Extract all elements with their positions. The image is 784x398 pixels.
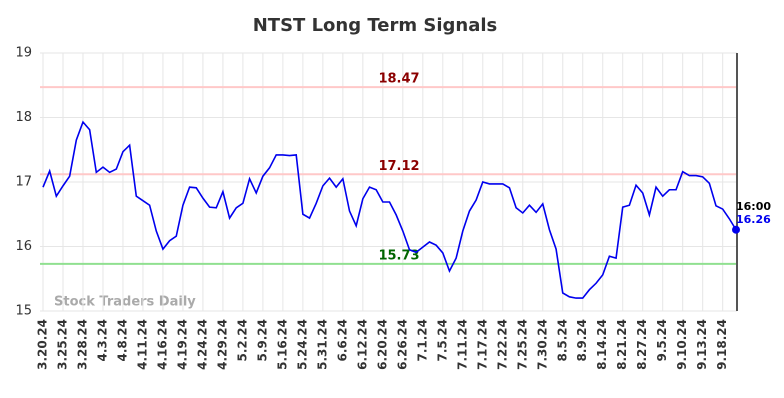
signal-label: 17.12 [378,159,419,174]
x-tick-label: 5.31.24 [315,319,329,370]
x-tick-label: 7.30.24 [535,319,549,370]
x-tick-label: 4.11.24 [135,319,149,370]
x-tick-label: 4.8.24 [115,319,129,362]
x-tick-label: 9.13.24 [695,319,709,370]
signal-label: 18.47 [378,72,419,87]
x-tick-label: 4.16.24 [155,319,169,370]
last-time: 16:00 [736,200,771,213]
x-tick-label: 7.17.24 [475,319,489,370]
x-tick-label: 7.22.24 [495,319,509,370]
x-tick-label: 8.9.24 [575,319,589,362]
x-tick-label: 3.20.24 [36,319,50,370]
y-tick-label: 17 [15,175,32,190]
x-tick-label: 5.16.24 [275,319,289,370]
x-tick-label: 8.5.24 [555,319,569,362]
y-tick-label: 15 [15,304,32,319]
x-tick-label: 8.21.24 [615,319,629,370]
x-tick-label: 6.6.24 [335,319,349,362]
x-tick-label: 3.28.24 [75,319,89,370]
x-tick-label: 4.29.24 [215,319,229,370]
x-tick-label: 7.11.24 [455,319,469,370]
y-tick-label: 19 [15,46,32,61]
signal-label: 15.73 [378,248,419,263]
price-line [42,120,737,299]
chart-title: NTST Long Term Signals [253,15,498,36]
x-tick-label: 3.25.24 [55,319,69,370]
x-tick-label: 9.18.24 [715,319,729,370]
x-tick-label: 7.25.24 [515,319,529,370]
x-tick-label: 4.19.24 [175,319,189,370]
x-tick-label: 5.24.24 [295,319,309,370]
x-tick-label: 9.5.24 [655,319,669,362]
x-tick-label: 4.3.24 [95,319,109,362]
x-tick-label: 6.20.24 [375,319,389,370]
x-tick-label: 9.10.24 [675,319,689,370]
x-tick-label: 7.1.24 [415,319,429,362]
watermark: Stock Traders Daily [54,295,196,310]
x-tick-label: 5.9.24 [255,319,269,362]
y-tick-label: 18 [15,110,32,125]
x-tick-label: 6.12.24 [355,319,369,370]
x-tick-label: 5.2.24 [235,319,249,362]
y-tick-label: 16 [15,239,32,254]
x-tick-label: 6.26.24 [395,319,409,370]
x-tick-label: 8.14.24 [595,319,609,370]
x-tick-label: 4.24.24 [195,319,209,370]
last-point [732,225,740,234]
last-value: 16.26 [736,213,771,226]
x-tick-label: 8.27.24 [635,319,649,370]
x-tick-label: 7.5.24 [435,319,449,362]
